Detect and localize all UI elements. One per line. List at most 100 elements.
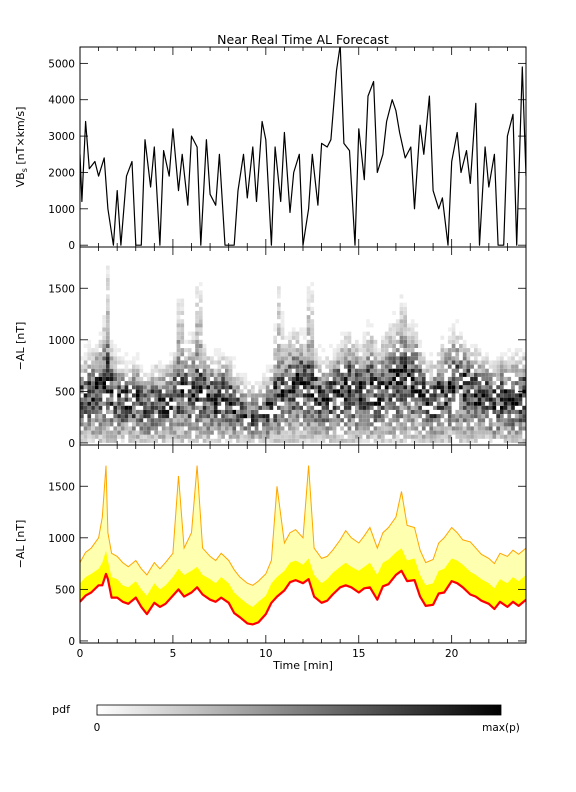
pdf-cell [407, 385, 411, 390]
pdf-cell [395, 348, 400, 353]
pdf-cell [455, 376, 460, 381]
pdf-cell [522, 381, 526, 386]
pdf-cell [150, 401, 155, 406]
pdf-cell [247, 422, 251, 427]
pdf-cell [143, 426, 147, 431]
pdf-cell [120, 360, 125, 365]
pdf-cell [470, 409, 474, 414]
pdf-cell [474, 389, 478, 394]
pdf-cell [251, 389, 255, 394]
pdf-cell [94, 414, 99, 419]
pdf-cell [299, 430, 303, 435]
pdf-cell [254, 434, 259, 439]
pdf-cell [217, 438, 222, 443]
pdf-cell [291, 438, 296, 443]
pdf-cell [158, 376, 162, 381]
pdf-cell [466, 368, 471, 373]
pdf-cell [522, 418, 526, 423]
pdf-cell [150, 438, 155, 443]
pdf-cell [399, 331, 404, 336]
pdf-cell [366, 368, 370, 373]
pdf-cell [291, 434, 296, 439]
pdf-cell [355, 352, 359, 357]
pdf-cell [466, 393, 471, 398]
pdf-cell [284, 397, 289, 402]
pdf-cell [485, 376, 489, 381]
pdf-cell [381, 426, 385, 431]
pdf-cell [507, 438, 512, 443]
pdf-cell [358, 389, 363, 394]
pdf-cell [277, 364, 281, 369]
pdf-cell [343, 381, 348, 386]
pdf-cell [180, 418, 185, 423]
pdf-cell [217, 401, 222, 406]
pdf-cell [195, 368, 199, 373]
y-tick-label: 1500 [48, 283, 75, 295]
pdf-cell [243, 434, 248, 439]
pdf-cell [165, 426, 170, 431]
pdf-cell [172, 372, 177, 377]
pdf-cell [232, 418, 237, 423]
pdf-cell [239, 397, 244, 402]
pdf-cell [362, 393, 367, 398]
pdf-cell [317, 356, 322, 361]
pdf-cell [388, 405, 393, 410]
pdf-cell [514, 393, 519, 398]
pdf-cell [303, 430, 307, 435]
pdf-cell [150, 422, 155, 427]
pdf-cell [98, 356, 103, 361]
pdf-cell [87, 422, 92, 427]
pdf-cell [377, 434, 381, 439]
pdf-cell [518, 385, 523, 390]
pdf-cell [150, 364, 155, 369]
pdf-cell [295, 414, 300, 419]
pdf-cell [165, 389, 170, 394]
forecast-median-line [80, 569, 526, 626]
pdf-cell [187, 356, 192, 361]
pdf-cell [102, 418, 106, 423]
pdf-cell [511, 389, 515, 394]
pdf-cell [474, 385, 478, 390]
pdf-cell [399, 294, 404, 299]
pdf-cell [373, 364, 378, 369]
pdf-cell [392, 372, 396, 377]
pdf-cell [477, 430, 482, 435]
pdf-cell [98, 372, 103, 377]
pdf-cell [143, 393, 147, 398]
pdf-cell [466, 409, 471, 414]
pdf-cell [172, 368, 177, 373]
pdf-cell [522, 376, 526, 381]
pdf-cell [124, 368, 129, 373]
pdf-cell [384, 331, 389, 336]
pdf-cell [132, 422, 136, 427]
pdf-cell [176, 343, 181, 348]
pdf-cell [407, 331, 411, 336]
pdf-cell [165, 430, 170, 435]
pdf-cell [146, 430, 151, 435]
pdf-cell [447, 434, 452, 439]
pdf-cell [366, 360, 370, 365]
pdf-cell [106, 364, 110, 369]
pdf-cell [306, 343, 311, 348]
pdf-cell [213, 405, 218, 410]
pdf-cell [172, 376, 177, 381]
pdf-cell [351, 343, 355, 348]
pdf-cell [455, 356, 460, 361]
pdf-cell [291, 376, 296, 381]
pdf-cell [191, 368, 196, 373]
pdf-cell [447, 339, 452, 344]
pdf-cell [410, 343, 415, 348]
pdf-cell [243, 385, 248, 390]
pdf-cell [488, 438, 493, 443]
pdf-cell [113, 352, 118, 357]
pdf-cell [106, 315, 110, 320]
pdf-cell [522, 426, 526, 431]
pdf-cell [135, 434, 140, 439]
pdf-cell [362, 364, 367, 369]
pdf-cell [332, 397, 337, 402]
pdf-cell [299, 422, 303, 427]
pdf-cell [180, 348, 185, 353]
pdf-cell [421, 381, 426, 386]
pdf-cell [399, 368, 404, 373]
pdf-cell [425, 418, 430, 423]
